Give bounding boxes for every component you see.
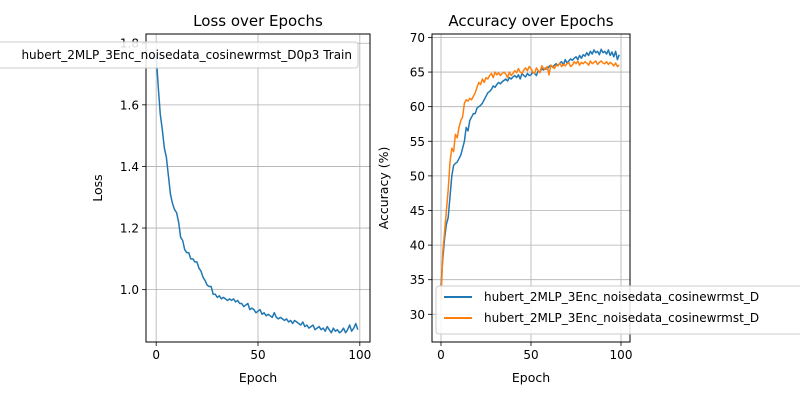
loss-legend: hubert_2MLP_3Enc_noisedata_cosinewrmst_D… (0, 41, 359, 69)
accuracy-x-tick-label: 50 (523, 348, 538, 362)
loss-chart-title: Loss over Epochs (193, 12, 323, 30)
loss-legend-label: hubert_2MLP_3Enc_noisedata_cosinewrmst_D… (21, 48, 352, 62)
accuracy-x-axis-label: Epoch (512, 370, 550, 385)
accuracy-series (440, 48, 620, 301)
accuracy-legend-label: hubert_2MLP_3Enc_noisedata_cosinewrmst_D (484, 311, 759, 325)
loss-y-tick-label: 1.0 (120, 283, 139, 297)
accuracy-x-tick-label: 0 (437, 348, 445, 362)
accuracy-y-tick-label: 40 (410, 239, 425, 253)
accuracy-x-tick-label: 100 (610, 348, 633, 362)
loss-y-ticks: 1.01.21.41.61.8 (120, 37, 146, 297)
accuracy-legend-box (435, 285, 800, 335)
accuracy-y-axis-label: Accuracy (%) (376, 147, 391, 230)
accuracy-y-tick-label: 35 (410, 273, 425, 287)
accuracy-series-line-1 (440, 48, 620, 287)
loss-x-tick-label: 100 (348, 348, 371, 362)
accuracy-y-ticks: 30 35 40 45 50 55 60 65 70 (410, 31, 432, 322)
accuracy-series-line-2 (440, 60, 620, 301)
accuracy-y-tick-label: 45 (410, 204, 425, 218)
loss-x-axis-label: Epoch (239, 370, 277, 385)
accuracy-legend-label: hubert_2MLP_3Enc_noisedata_cosinewrmst_D (484, 290, 759, 304)
accuracy-y-tick-label: 30 (410, 308, 425, 322)
loss-legend-box (0, 41, 359, 69)
accuracy-y-tick-label: 60 (410, 100, 425, 114)
loss-x-tick-label: 50 (250, 348, 265, 362)
loss-x-tick-label: 0 (152, 348, 160, 362)
loss-x-ticks: 0 50 100 (152, 342, 371, 362)
loss-series-line-1 (155, 55, 359, 334)
accuracy-chart: 0 50 100 30 35 40 45 50 55 60 65 70 Accuracy over … (376, 12, 800, 385)
loss-y-tick-label: 1.6 (120, 98, 139, 112)
accuracy-chart-title: Accuracy over Epochs (448, 12, 613, 30)
accuracy-y-tick-label: 50 (410, 169, 425, 183)
accuracy-y-tick-label: 65 (410, 66, 425, 80)
loss-y-tick-label: 1.4 (120, 160, 139, 174)
accuracy-x-ticks: 0 50 100 (437, 342, 632, 362)
loss-y-axis-label: Loss (90, 174, 105, 201)
accuracy-y-tick-label: 55 (410, 135, 425, 149)
loss-grid (146, 34, 370, 342)
loss-series (155, 55, 359, 334)
loss-y-tick-label: 1.2 (120, 222, 139, 236)
accuracy-y-tick-label: 70 (410, 31, 425, 45)
accuracy-legend: hubert_2MLP_3Enc_noisedata_cosinewrmst_D… (435, 285, 800, 335)
